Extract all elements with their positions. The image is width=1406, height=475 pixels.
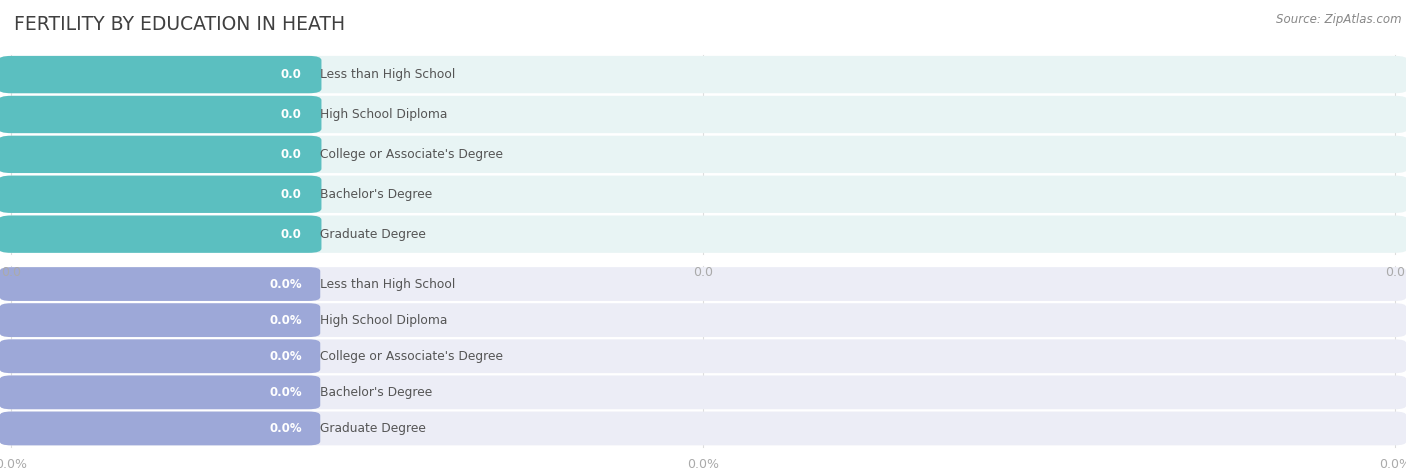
Text: 0.0%: 0.0% [269,277,302,291]
Text: College or Associate's Degree: College or Associate's Degree [321,148,503,161]
Text: 0.0: 0.0 [281,188,302,201]
Text: 0.0%: 0.0% [269,314,302,327]
FancyBboxPatch shape [0,267,321,301]
Text: 0.0: 0.0 [1,266,21,279]
Text: Bachelor's Degree: Bachelor's Degree [321,386,432,399]
FancyBboxPatch shape [0,96,1406,133]
FancyBboxPatch shape [0,267,1406,301]
Text: 0.0: 0.0 [281,108,302,121]
FancyBboxPatch shape [0,303,1406,337]
Text: Less than High School: Less than High School [321,68,456,81]
Text: 0.0%: 0.0% [269,350,302,363]
Text: 0.0: 0.0 [1385,266,1405,279]
Text: 0.0%: 0.0% [688,458,718,471]
Text: High School Diploma: High School Diploma [321,108,447,121]
Text: 0.0%: 0.0% [269,386,302,399]
Text: 0.0: 0.0 [281,228,302,241]
FancyBboxPatch shape [0,136,1406,173]
Text: 0.0%: 0.0% [269,422,302,435]
Text: College or Associate's Degree: College or Associate's Degree [321,350,503,363]
FancyBboxPatch shape [0,216,1406,253]
Text: High School Diploma: High School Diploma [321,314,447,327]
FancyBboxPatch shape [0,56,1406,93]
Text: Graduate Degree: Graduate Degree [321,422,426,435]
Text: Source: ZipAtlas.com: Source: ZipAtlas.com [1277,13,1402,26]
FancyBboxPatch shape [0,136,322,173]
FancyBboxPatch shape [0,375,321,409]
Text: Less than High School: Less than High School [321,277,456,291]
Text: 0.0: 0.0 [281,148,302,161]
Text: 0.0%: 0.0% [0,458,27,471]
FancyBboxPatch shape [0,216,322,253]
FancyBboxPatch shape [0,339,1406,373]
FancyBboxPatch shape [0,303,321,337]
FancyBboxPatch shape [0,375,1406,409]
FancyBboxPatch shape [0,411,321,446]
FancyBboxPatch shape [0,96,322,133]
FancyBboxPatch shape [0,56,322,93]
Text: Bachelor's Degree: Bachelor's Degree [321,188,432,201]
Text: 0.0%: 0.0% [1379,458,1406,471]
Text: FERTILITY BY EDUCATION IN HEATH: FERTILITY BY EDUCATION IN HEATH [14,15,346,34]
FancyBboxPatch shape [0,176,1406,213]
Text: Graduate Degree: Graduate Degree [321,228,426,241]
FancyBboxPatch shape [0,339,321,373]
Text: 0.0: 0.0 [281,68,302,81]
FancyBboxPatch shape [0,176,322,213]
FancyBboxPatch shape [0,411,1406,446]
Text: 0.0: 0.0 [693,266,713,279]
